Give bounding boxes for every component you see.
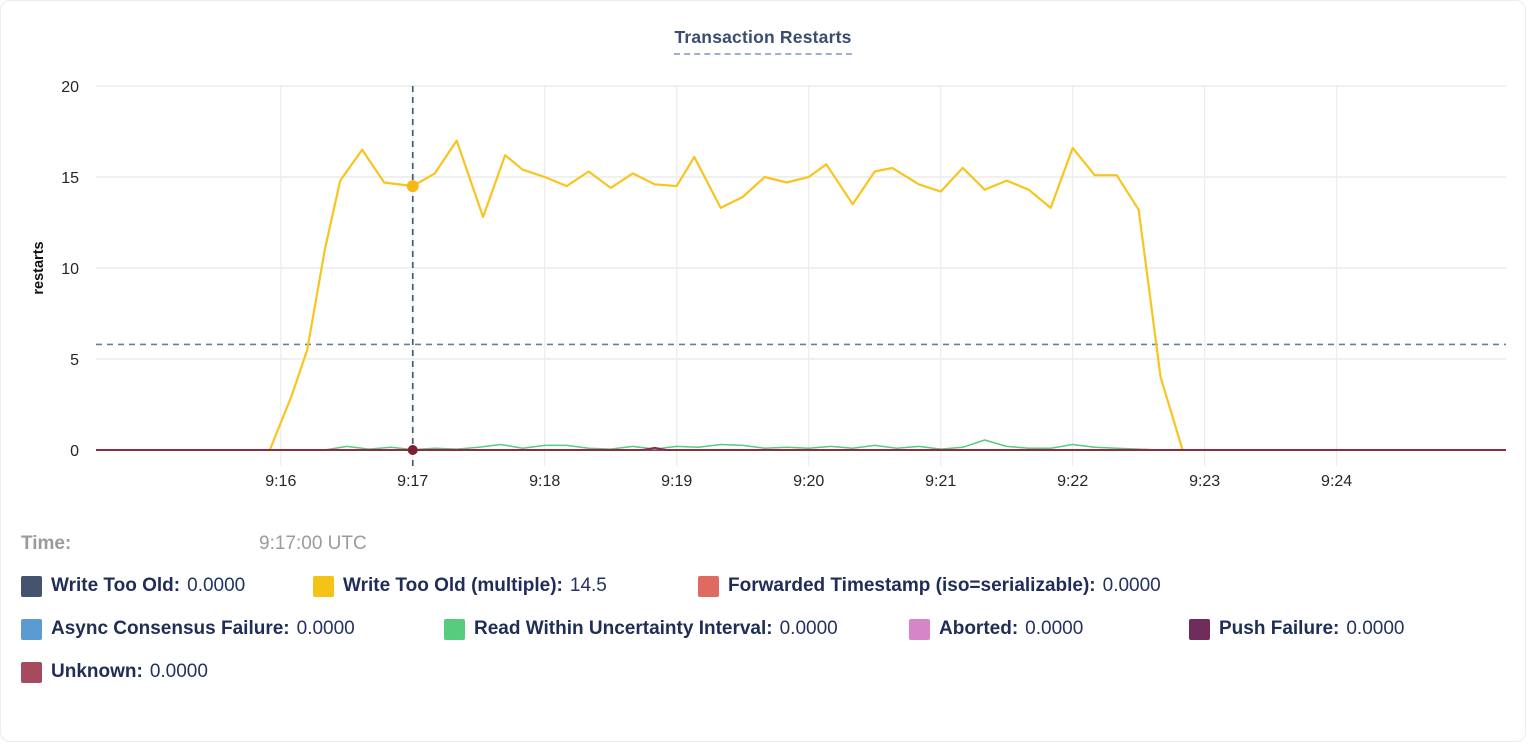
- legend-item: Aborted: 0.0000: [909, 618, 1189, 640]
- series-value: 0.0000: [1025, 618, 1084, 639]
- y-tick-label: 10: [61, 261, 79, 278]
- crosshair-point: [406, 180, 419, 193]
- legend-row: Async Consensus Failure: 0.0000 Read Withi…: [21, 618, 1525, 640]
- series-color-swatch: [444, 618, 465, 640]
- series-line: [96, 446, 1506, 451]
- series-value: 0.0000: [779, 618, 838, 639]
- x-tick-label: 9:17: [397, 473, 428, 490]
- y-tick-label: 5: [70, 352, 79, 369]
- legend-item: Unknown: 0.0000: [21, 661, 208, 683]
- series-label: Aborted:: [939, 618, 1019, 639]
- legend-item: Read Within Uncertainty Interval: 0.0000: [444, 618, 909, 640]
- tooltip-time-row: Time: 9:17:00 UTC: [21, 527, 1525, 561]
- chart-title-wrap: Transaction Restarts: [1, 27, 1525, 55]
- y-tick-label: 0: [70, 443, 79, 460]
- x-tick-label: 9:19: [661, 473, 692, 490]
- series-label: Read Within Uncertainty Interval:: [474, 618, 773, 639]
- tooltip-time-value: 9:17:00 UTC: [259, 533, 367, 554]
- chart-legend: Write Too Old: 0.0000 Write Too Old (multi…: [1, 575, 1525, 683]
- series-value: 0.0000: [149, 661, 208, 682]
- x-tick-label: 9:21: [925, 473, 956, 490]
- x-tick-label: 9:23: [1189, 473, 1220, 490]
- series-label: Unknown:: [51, 661, 143, 682]
- legend-row: Write Too Old: 0.0000 Write Too Old (multi…: [21, 575, 1525, 597]
- legend-row: Unknown: 0.0000: [21, 661, 1525, 683]
- series-color-swatch: [313, 575, 334, 597]
- series-label: Push Failure:: [1219, 618, 1340, 639]
- chart-canvas[interactable]: 0 5 10 15 20 9:16 9:17 9:18 9:19 9:20 9:21 9:22 9:23…: [1, 56, 1526, 511]
- series-color-swatch: [21, 618, 42, 640]
- chart-hover-tooltip: Time: 9:17:00 UTC Write Too Old: 0.0000 Wr…: [1, 521, 1525, 704]
- x-tick-label: 9:18: [529, 473, 560, 490]
- series-color-swatch: [1189, 618, 1210, 640]
- series-color-swatch: [909, 618, 930, 640]
- x-tick-label: 9:20: [793, 473, 824, 490]
- chart-title[interactable]: Transaction Restarts: [674, 27, 852, 55]
- x-tick-label: 9:16: [265, 473, 296, 490]
- series-color-swatch: [698, 575, 719, 597]
- series-color-swatch: [21, 575, 42, 597]
- x-tick-label: 9:24: [1321, 473, 1352, 490]
- series-value: 14.5: [569, 575, 607, 596]
- series-line: [324, 439, 1161, 451]
- y-axis-label: restarts: [31, 241, 47, 294]
- legend-item: Write Too Old (multiple): 14.5: [313, 575, 698, 597]
- series-value: 0.0000: [187, 575, 246, 596]
- series-value: 0.0000: [1346, 618, 1405, 639]
- series-label: Write Too Old:: [51, 575, 181, 596]
- series-value: 0.0000: [1102, 575, 1161, 596]
- series-label: Write Too Old (multiple):: [343, 575, 563, 596]
- legend-item: Write Too Old: 0.0000: [21, 575, 313, 597]
- series-label: Async Consensus Failure:: [51, 618, 290, 639]
- legend-item: Forwarded Timestamp (iso=serializable): 0…: [698, 575, 1161, 597]
- series-color-swatch: [21, 661, 42, 683]
- y-tick-label: 15: [61, 170, 79, 187]
- x-tick-label: 9:22: [1057, 473, 1088, 490]
- series-line: [268, 139, 1184, 451]
- legend-item: Async Consensus Failure: 0.0000: [21, 618, 444, 640]
- tooltip-time-label: Time:: [21, 533, 72, 554]
- crosshair-point: [407, 445, 418, 455]
- legend-item: Push Failure: 0.0000: [1189, 618, 1404, 640]
- y-tick-label: 20: [61, 79, 79, 96]
- series-value: 0.0000: [296, 618, 355, 639]
- series-label: Forwarded Timestamp (iso=serializable):: [728, 575, 1096, 596]
